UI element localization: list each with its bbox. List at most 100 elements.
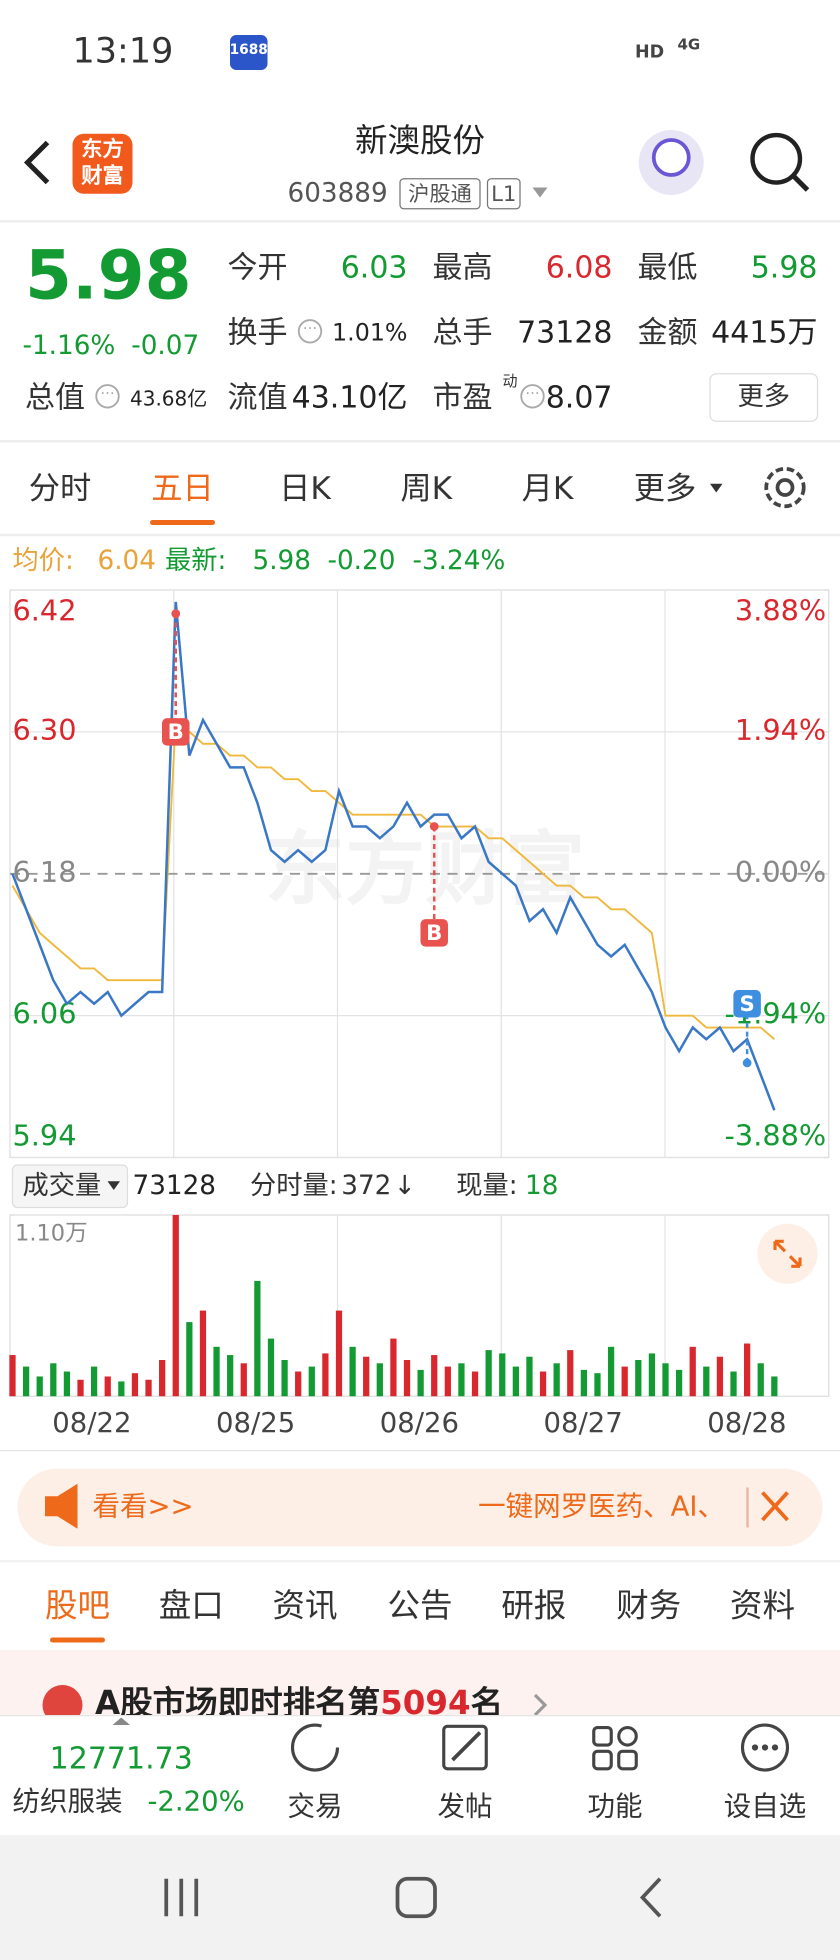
search-handle	[791, 174, 810, 192]
tab[interactable]: 周K	[400, 471, 453, 507]
logo-text: 财富	[81, 162, 124, 188]
banner-text: 一键网罗医药、AI、	[478, 1491, 725, 1523]
x-tick-label: 08/28	[707, 1407, 786, 1439]
volume-bar	[118, 1381, 125, 1397]
field-label: 换手	[228, 315, 288, 350]
expand-button[interactable]	[757, 1223, 818, 1284]
field-label: 今开	[228, 250, 288, 285]
bottom-button[interactable]: 发帖	[438, 1791, 493, 1823]
tab-underline	[150, 520, 215, 525]
field-label: 金额	[638, 315, 698, 350]
now-volume: 18	[525, 1171, 558, 1201]
watch-icon	[740, 1723, 790, 1772]
tab[interactable]: 日K	[279, 471, 332, 507]
volume-bar	[526, 1356, 533, 1397]
divider	[0, 220, 840, 223]
post-icon	[442, 1724, 488, 1771]
logo-text: 东方	[81, 136, 124, 162]
volume-bar	[594, 1373, 601, 1397]
now-volume-label: 现量:	[456, 1171, 517, 1201]
back-button[interactable]	[23, 140, 50, 185]
bottom-button[interactable]: 功能	[588, 1791, 643, 1823]
nav-back[interactable]	[639, 1877, 662, 1918]
volume-bar	[227, 1355, 234, 1397]
volume-bar	[363, 1356, 370, 1397]
last-price: 5.98	[25, 236, 192, 315]
volume-bar	[376, 1363, 383, 1397]
volume-bar	[512, 1366, 519, 1397]
volume-bar	[607, 1346, 615, 1397]
ranking-row[interactable]	[0, 1650, 840, 1715]
sector-index: 12771.73	[50, 1742, 193, 1777]
volume-bar	[308, 1366, 315, 1397]
field-value: 43.10亿	[292, 380, 408, 415]
field-value: 43.68亿	[130, 387, 207, 411]
volume-bar	[77, 1379, 84, 1397]
section-tab[interactable]: 股吧	[45, 1587, 110, 1625]
bottom-button[interactable]: 设自选	[724, 1791, 807, 1823]
volume-bar	[648, 1353, 656, 1397]
tab[interactable]: 月K	[522, 471, 575, 507]
annotation-dot	[171, 609, 181, 619]
app-logo	[72, 133, 133, 194]
info-icon	[95, 384, 120, 409]
volume-bar	[675, 1369, 683, 1397]
volume-arrow	[107, 1181, 120, 1190]
more-button[interactable]	[709, 373, 819, 422]
field-label: 最高	[433, 250, 493, 285]
field-label: 总值	[25, 380, 85, 415]
section-underline	[50, 1637, 105, 1643]
tag-box	[486, 178, 521, 210]
field-sup: 动	[503, 372, 518, 390]
volume-bar	[199, 1310, 207, 1397]
volume-bar	[22, 1366, 30, 1397]
ranking-arrow	[533, 1693, 548, 1717]
tab[interactable]: 分时	[29, 471, 92, 507]
tab-more-arrow	[710, 483, 723, 493]
banner-lead: 看看>>	[93, 1491, 194, 1523]
volume-bar	[240, 1363, 247, 1397]
settings-button[interactable]	[764, 466, 806, 509]
divider	[0, 1560, 840, 1563]
nav-bar	[0, 1835, 840, 1960]
section-tab[interactable]: 研报	[501, 1587, 566, 1625]
y2-tick-label: -3.88%	[725, 1119, 827, 1153]
status-time: 13:19	[73, 32, 174, 72]
section-tab[interactable]: 资料	[730, 1587, 795, 1625]
section-tab[interactable]: 公告	[387, 1587, 452, 1625]
volume-bar	[403, 1360, 411, 1397]
y-tick-label: 6.42	[13, 594, 77, 628]
x-tick-label: 08/25	[216, 1407, 295, 1439]
volume-selector[interactable]	[11, 1164, 129, 1209]
dropdown-arrow[interactable]	[532, 187, 548, 198]
volume-bar	[349, 1346, 356, 1397]
search-button[interactable]	[750, 132, 803, 185]
volume-total: 73128	[133, 1171, 217, 1201]
x-tick-label: 08/26	[380, 1407, 459, 1439]
section-tab[interactable]: 资讯	[272, 1587, 337, 1625]
banner-close[interactable]	[761, 1491, 789, 1522]
volume-bar	[621, 1366, 628, 1397]
banner[interactable]	[17, 1468, 823, 1547]
legend-change-pct: -3.24%	[413, 546, 506, 576]
tab[interactable]: 五日	[151, 471, 214, 507]
volume-bar	[471, 1371, 479, 1397]
tick-volume-label: 分时量:	[250, 1171, 338, 1201]
tag-box	[399, 178, 481, 210]
section-tab[interactable]: 财务	[616, 1587, 681, 1625]
bottom-button[interactable]: 交易	[288, 1791, 343, 1823]
volume-bar	[417, 1369, 424, 1397]
volume-bar	[730, 1371, 737, 1397]
info-icon	[520, 384, 545, 409]
volume-bar	[567, 1350, 574, 1397]
nav-recent[interactable]	[164, 1878, 199, 1917]
section-tab[interactable]: 盘口	[159, 1587, 224, 1625]
tab[interactable]: 更多	[634, 471, 697, 507]
field-label: 总手	[433, 315, 493, 350]
avg-line	[11, 718, 775, 1040]
status-icon	[230, 35, 268, 70]
volume-bar	[322, 1353, 329, 1397]
nav-home[interactable]	[395, 1876, 437, 1919]
stock-code: 603889	[288, 178, 388, 208]
